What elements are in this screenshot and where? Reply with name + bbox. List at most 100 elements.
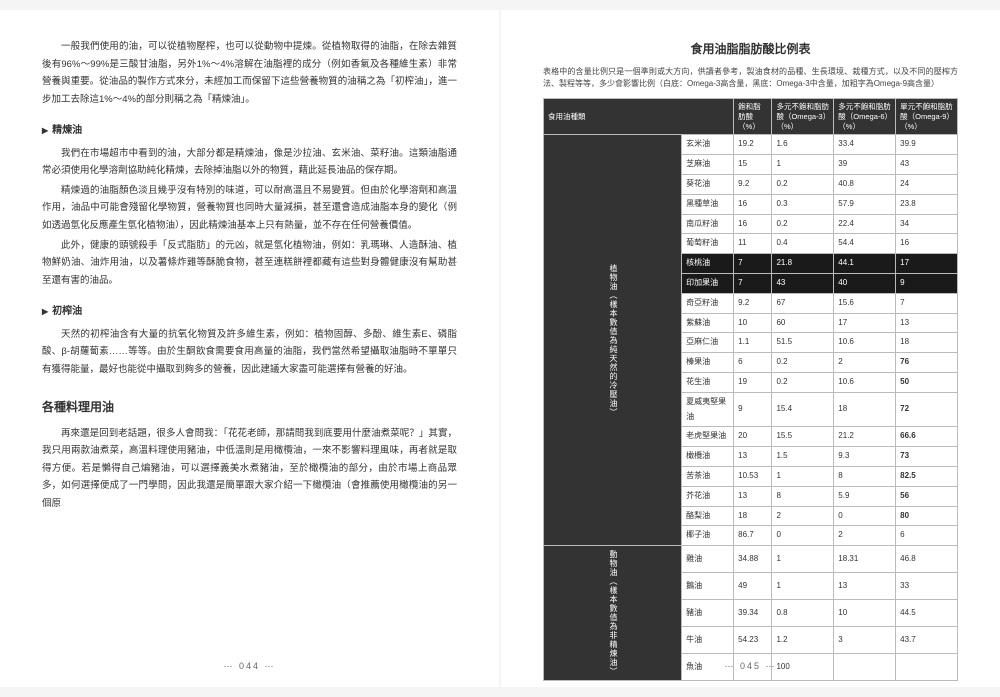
value-cell: 10.6 — [834, 333, 896, 353]
value-cell: 51.5 — [772, 333, 834, 353]
value-cell: 73 — [896, 447, 958, 467]
value-cell: 0.8 — [772, 600, 834, 627]
oil-name: 葵花油 — [682, 175, 734, 195]
value-cell: 22.4 — [834, 214, 896, 234]
th-omega6: 多元不飽和脂肪酸（Omega-6）（%） — [834, 99, 896, 135]
value-cell: 33.4 — [834, 135, 896, 155]
oil-name: 酪梨油 — [682, 506, 734, 526]
value-cell: 6 — [734, 353, 772, 373]
oil-name: 芝麻油 — [682, 155, 734, 175]
value-cell: 9.2 — [734, 175, 772, 195]
value-cell: 0.2 — [772, 373, 834, 393]
refined-p3: 此外，健康的頭號殺手「反式脂肪」的元凶，就是氫化植物油，例如：乳瑪琳、人造酥油、… — [42, 237, 457, 290]
value-cell: 2 — [834, 353, 896, 373]
oil-name: 玄米油 — [682, 135, 734, 155]
value-cell: 0 — [834, 506, 896, 526]
value-cell: 40.8 — [834, 175, 896, 195]
value-cell: 39 — [834, 155, 896, 175]
refined-p1: 我們在市場超市中看到的油，大部分都是精煉油，像是沙拉油、玄米油、菜籽油。這類油脂… — [42, 145, 457, 180]
value-cell: 8 — [834, 466, 896, 486]
value-cell: 18 — [734, 506, 772, 526]
value-cell: 7 — [734, 274, 772, 294]
value-cell: 11 — [734, 234, 772, 254]
fatty-acid-table: 食用油種類 飽和脂肪酸（%） 多元不飽和脂肪酸（Omega-3）（%） 多元不飽… — [543, 98, 958, 681]
th-type: 食用油種類 — [544, 99, 734, 135]
value-cell: 13 — [834, 573, 896, 600]
oil-name: 印加果油 — [682, 274, 734, 294]
table-row: 動物油（樣本數值為非精煉油）雞油34.88118.3146.8 — [544, 546, 958, 573]
th-saturated: 飽和脂肪酸（%） — [734, 99, 772, 135]
value-cell: 5.9 — [834, 486, 896, 506]
intro-paragraph: 一般我們使用的油，可以從植物壓榨，也可以從動物中提煉。從植物取得的油脂，在除去雜… — [42, 38, 457, 108]
value-cell: 18 — [834, 392, 896, 427]
oil-name: 老虎堅果油 — [682, 427, 734, 447]
value-cell: 1 — [772, 573, 834, 600]
value-cell: 34 — [896, 214, 958, 234]
value-cell: 6 — [896, 526, 958, 546]
value-cell: 39.34 — [734, 600, 772, 627]
value-cell: 34.88 — [734, 546, 772, 573]
value-cell: 18 — [896, 333, 958, 353]
oil-name: 黑種草油 — [682, 194, 734, 214]
page-number-right: ⋯ 045 ⋯ — [724, 658, 776, 675]
left-page: 一般我們使用的油，可以從植物壓榨，也可以從動物中提煉。從植物取得的油脂，在除去雜… — [0, 10, 499, 687]
value-cell: 0.4 — [772, 234, 834, 254]
value-cell: 0.2 — [772, 214, 834, 234]
section-cooking-oils: 各種料理用油 — [42, 396, 457, 418]
value-cell: 9.2 — [734, 293, 772, 313]
value-cell: 39.9 — [896, 135, 958, 155]
virgin-p1: 天然的初榨油含有大量的抗氧化物質及許多維生素，例如：植物固醇、多酚、維生素E、磷… — [42, 326, 457, 379]
value-cell: 23.8 — [896, 194, 958, 214]
table-header-row: 食用油種類 飽和脂肪酸（%） 多元不飽和脂肪酸（Omega-3）（%） 多元不飽… — [544, 99, 958, 135]
value-cell: 16 — [896, 234, 958, 254]
value-cell: 43.7 — [896, 627, 958, 654]
value-cell: 15 — [734, 155, 772, 175]
oil-name: 核桃油 — [682, 254, 734, 274]
value-cell: 17 — [896, 254, 958, 274]
value-cell: 10 — [734, 313, 772, 333]
right-page: 食用油脂脂肪酸比例表 表格中的含量比例只是一個準則或大方向，供讀者參考，製油食材… — [501, 10, 1000, 687]
value-cell: 50 — [896, 373, 958, 393]
value-cell: 21.8 — [772, 254, 834, 274]
value-cell: 13 — [734, 447, 772, 467]
value-cell: 24 — [896, 175, 958, 195]
cooking-p1: 再來還是回到老話題，很多人會問我：「花花老師，那請問我到底要用什麼油煮菜呢？」其… — [42, 425, 457, 513]
value-cell: 2 — [772, 506, 834, 526]
value-cell: 19 — [734, 373, 772, 393]
oil-name: 鵝油 — [682, 573, 734, 600]
section-refined-oil: 精煉油 — [42, 122, 457, 141]
value-cell: 72 — [896, 392, 958, 427]
oil-name: 南瓜籽油 — [682, 214, 734, 234]
oil-name: 椰子油 — [682, 526, 734, 546]
value-cell: 19.2 — [734, 135, 772, 155]
value-cell: 46.8 — [896, 546, 958, 573]
oil-name: 豬油 — [682, 600, 734, 627]
value-cell: 1 — [772, 546, 834, 573]
value-cell: 13 — [896, 313, 958, 333]
value-cell: 1.1 — [734, 333, 772, 353]
oil-name: 榛果油 — [682, 353, 734, 373]
value-cell: 9 — [734, 392, 772, 427]
oil-name: 雞油 — [682, 546, 734, 573]
oil-name: 橄欖油 — [682, 447, 734, 467]
value-cell: 76 — [896, 353, 958, 373]
value-cell: 40 — [834, 274, 896, 294]
value-cell: 0.2 — [772, 175, 834, 195]
value-cell: 15.4 — [772, 392, 834, 427]
table-note: 表格中的含量比例只是一個準則或大方向，供讀者參考，製油食材的品種、生長環境、栽種… — [543, 66, 958, 90]
value-cell: 1.5 — [772, 447, 834, 467]
value-cell: 49 — [734, 573, 772, 600]
oil-name: 苦茶油 — [682, 466, 734, 486]
value-cell: 60 — [772, 313, 834, 333]
value-cell: 10 — [834, 600, 896, 627]
value-cell: 9.3 — [834, 447, 896, 467]
category-cell: 動物油（樣本數值為非精煉油） — [544, 546, 682, 681]
value-cell: 15.5 — [772, 427, 834, 447]
value-cell: 1 — [772, 466, 834, 486]
value-cell: 2 — [834, 526, 896, 546]
oil-name: 奇亞籽油 — [682, 293, 734, 313]
value-cell: 16 — [734, 194, 772, 214]
refined-p2: 精煉過的油脂顏色淡且幾乎沒有特別的味道，可以耐高溫且不易變質。但由於化學溶劑和高… — [42, 182, 457, 235]
value-cell: 57.9 — [834, 194, 896, 214]
value-cell: 3 — [834, 627, 896, 654]
